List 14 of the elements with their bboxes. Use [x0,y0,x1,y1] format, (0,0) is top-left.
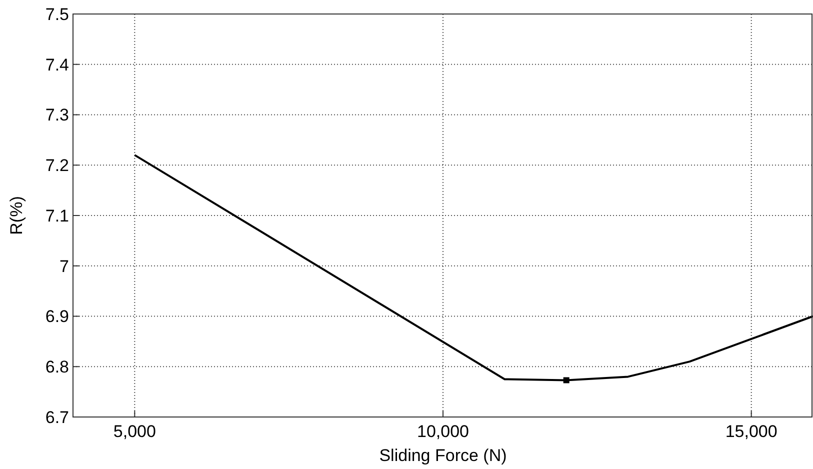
y-tick-label: 6.7 [45,408,69,427]
y-tick-label: 7 [60,256,69,276]
x-tick-label: 15,000 [725,422,778,441]
x-tick-label: 10,000 [417,422,469,441]
y-tick-label: 6.9 [45,307,69,326]
y-tick-label: 7.4 [45,55,69,74]
y-axis-title: R(%) [7,196,26,235]
x-tick-label: 5,000 [113,422,156,441]
x-axis-title: Sliding Force (N) [379,446,507,465]
y-tick-label: 6.8 [45,358,69,377]
y-tick-label: 7.5 [45,4,69,24]
y-tick-label: 7.3 [45,106,69,125]
y-tick-label: 7.1 [45,206,69,226]
y-tick-label: 7.2 [45,156,69,176]
